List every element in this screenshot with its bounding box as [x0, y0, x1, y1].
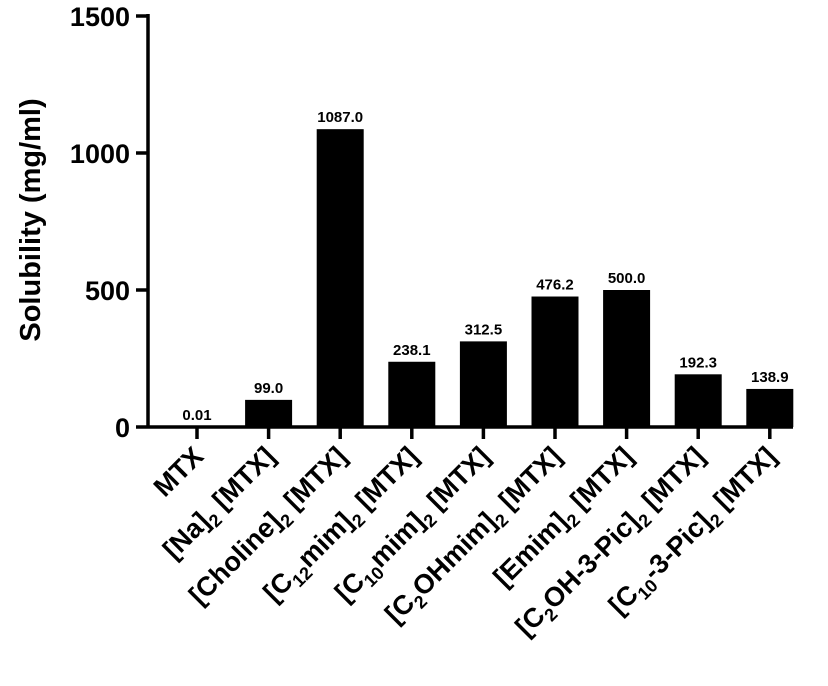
data-label: 500.0	[608, 270, 646, 287]
data-label: 138.9	[751, 369, 789, 386]
data-label: 0.01	[182, 407, 211, 424]
bars	[173, 129, 794, 428]
data-label: 1087.0	[317, 109, 363, 126]
x-ticks	[195, 427, 772, 439]
data-label: 192.3	[679, 354, 717, 371]
data-label: 99.0	[254, 380, 283, 397]
y-axis-title: Solubility (mg/ml)	[15, 98, 47, 341]
bar	[245, 399, 293, 427]
bar	[459, 341, 507, 427]
y-tick-label: 1000	[70, 139, 130, 169]
data-label: 312.5	[465, 321, 503, 338]
bar	[316, 129, 364, 428]
data-label: 238.1	[393, 342, 431, 359]
y-ticks: 0 500 1000 1500	[70, 2, 148, 443]
x-category-label: MTX	[148, 441, 210, 503]
y-tick-label: 500	[85, 276, 130, 306]
y-tick-label: 0	[115, 413, 130, 443]
bar	[603, 290, 651, 427]
data-label: 476.2	[536, 277, 574, 294]
bar	[531, 296, 579, 427]
y-tick-label: 1500	[70, 2, 130, 32]
bar	[746, 388, 794, 427]
data-labels: 0.01 99.0 1087.0 238.1 312.5 476.2 500.0 192.3 1…	[182, 109, 788, 424]
bar	[388, 361, 436, 427]
category-labels: MTX[Na]2 [MTX][Choline]2 [MTX][C12mim]2 …	[148, 441, 782, 642]
bar	[674, 374, 722, 427]
